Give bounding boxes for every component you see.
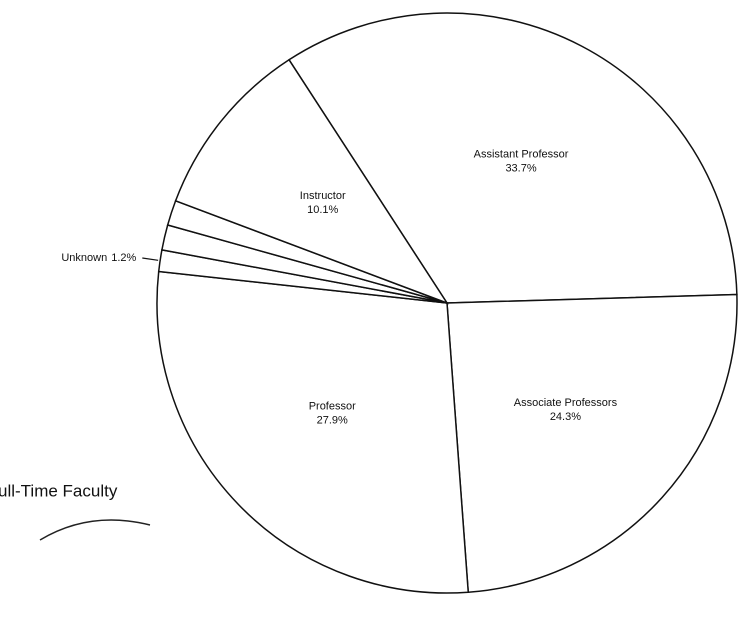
- chart-title: ull-Time Faculty: [0, 481, 118, 500]
- slice-label: Unknown: [61, 252, 107, 264]
- pie-slice: [174, 58, 449, 305]
- slice-label: Instructor: [300, 190, 346, 202]
- pie-slice: [156, 270, 470, 594]
- slice-value: 24.3%: [550, 411, 581, 423]
- pie-slice: [446, 293, 738, 594]
- slice-value: 10.1%: [307, 204, 338, 216]
- decoration-arc: [39, 519, 151, 541]
- slice-label: Associate Professors: [514, 397, 618, 409]
- slice-value: 33.7%: [505, 163, 536, 175]
- leader-line: [142, 257, 159, 261]
- slice-label: Professor: [309, 401, 356, 413]
- slice-value: 27.9%: [317, 415, 348, 427]
- slice-value: 1.2%: [111, 252, 136, 264]
- slice-label: Assistant Professor: [474, 149, 569, 161]
- pie-slice: [288, 12, 738, 304]
